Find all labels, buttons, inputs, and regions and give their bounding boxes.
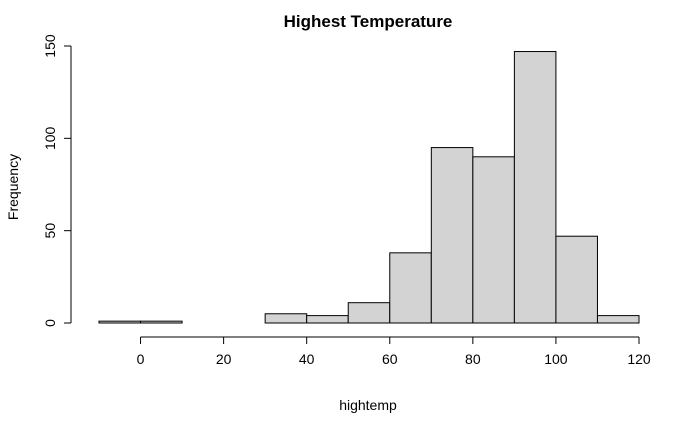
y-axis: 0 50 100 150	[42, 34, 72, 327]
x-tick-label: 40	[299, 351, 315, 367]
histogram-bar	[513, 51, 557, 324]
histogram-bar	[306, 315, 349, 324]
y-tick-label: 150	[42, 34, 58, 58]
y-tick-label: 100	[42, 126, 58, 150]
histogram-bar	[347, 302, 391, 324]
histogram-bar	[430, 147, 474, 324]
histogram-bar	[264, 313, 308, 324]
y-tick-label: 0	[42, 319, 58, 327]
x-tick-label: 80	[465, 351, 481, 367]
x-tick-label: 120	[627, 351, 651, 367]
x-axis-title: hightemp	[339, 397, 397, 413]
histogram-bar	[140, 320, 183, 324]
y-axis-title: Frequency	[5, 154, 21, 220]
x-tick-label: 100	[544, 351, 568, 367]
histogram-bar	[555, 235, 598, 324]
x-tick-label: 60	[382, 351, 398, 367]
bars-layer	[98, 51, 640, 324]
x-axis: 0 20 40 60 80 100 120	[137, 336, 651, 367]
histogram-bar	[389, 252, 432, 324]
x-tick-label: 0	[137, 351, 145, 367]
histogram-bar	[472, 156, 515, 324]
y-tick-label: 50	[42, 223, 58, 239]
x-tick-label: 20	[216, 351, 232, 367]
histogram-bar	[98, 320, 142, 324]
histogram-bar	[596, 315, 640, 324]
chart-title: Highest Temperature	[284, 12, 453, 31]
